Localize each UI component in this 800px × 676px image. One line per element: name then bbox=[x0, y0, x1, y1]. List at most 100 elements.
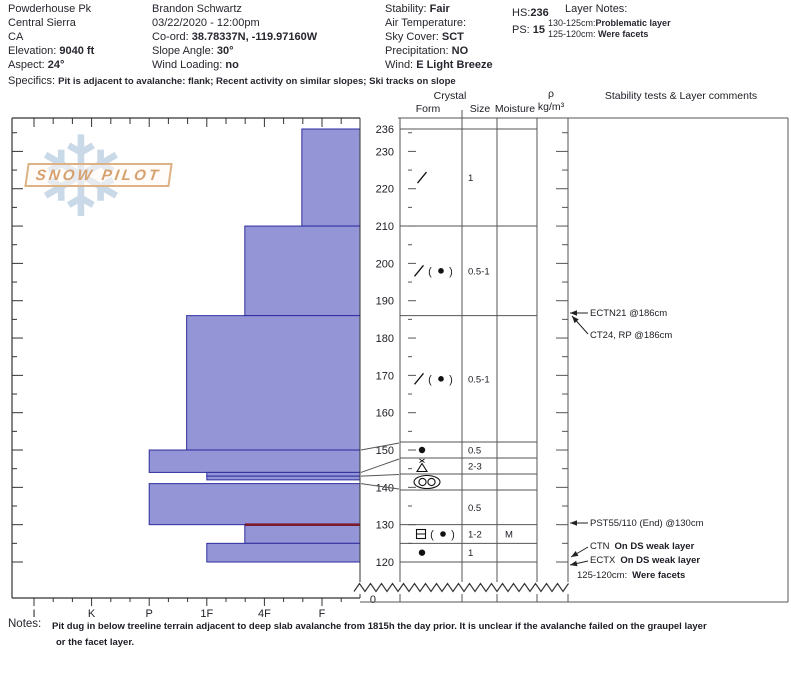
column-header-comments: Stability tests & Layer comments bbox=[605, 90, 757, 102]
layer-size-value: 0.5 bbox=[468, 446, 481, 457]
test-arrowhead bbox=[570, 310, 577, 316]
hardness-bar-layer-130-125 bbox=[244, 524, 361, 544]
ps-value: PS: 15 bbox=[512, 24, 546, 36]
hardness-axis-label: 1F bbox=[200, 608, 213, 620]
form-symbol-mf-crust-grain bbox=[418, 477, 427, 487]
hardness-axis-label: I bbox=[32, 608, 35, 620]
stability-test-1: ECTN21 @186cm bbox=[590, 308, 667, 319]
hardness-axis-label: P bbox=[146, 608, 153, 620]
layer-notes-label: Layer Notes: bbox=[565, 3, 628, 15]
precipitation: Precipitation: NO bbox=[385, 45, 469, 57]
thin-layer-leader bbox=[360, 458, 400, 473]
column-header-crystal: Crystal bbox=[434, 90, 467, 102]
thin-layer-leader bbox=[360, 442, 400, 451]
site-state: CA bbox=[8, 31, 24, 43]
form-symbol-rounded-grain bbox=[440, 531, 446, 537]
layer-size-value: 2-3 bbox=[468, 462, 482, 473]
form-symbol-df-slash bbox=[413, 372, 425, 385]
coordinates: Co-ord: 38.78337N, -119.97160W bbox=[152, 31, 318, 43]
layer-size-value: 1 bbox=[468, 548, 473, 559]
hardness-bar-layer-186-150 bbox=[186, 315, 361, 451]
depth-label-180: 180 bbox=[376, 333, 394, 345]
layer-size-value: 1 bbox=[468, 173, 473, 184]
form-symbol-mf-crust bbox=[413, 474, 441, 490]
thin-layer-leader bbox=[360, 474, 400, 477]
header-observer-column: Brandon Schwartz 03/22/2020 - 12:00pm Co… bbox=[152, 3, 317, 73]
depth-label-236: 236 bbox=[376, 124, 394, 136]
site-name: Powderhouse Pk bbox=[8, 3, 92, 15]
form-symbol-rounded-grain bbox=[418, 446, 426, 454]
form-symbol-mf-crust-grain bbox=[427, 477, 436, 487]
layer-size-value: 0.5 bbox=[468, 503, 481, 514]
form-paren: ( bbox=[428, 266, 432, 278]
sky-cover: Sky Cover: SCT bbox=[385, 31, 464, 43]
column-header-size: Size bbox=[470, 103, 491, 115]
stability-test-2: CT24, RP @186cm bbox=[590, 330, 672, 341]
depth-label-130: 130 bbox=[376, 520, 394, 532]
notes-line-2: or the facet layer. bbox=[56, 637, 135, 648]
form-paren: ) bbox=[449, 374, 453, 386]
test-arrowhead bbox=[570, 520, 577, 526]
hardness-axis-label: K bbox=[88, 608, 96, 620]
hardness-bar-layer-236-210 bbox=[301, 128, 361, 227]
stability-test-5: ECTX On DS weak layer bbox=[590, 555, 700, 566]
depth-label-170: 170 bbox=[376, 370, 394, 382]
notes-label: Notes: bbox=[8, 618, 42, 630]
header-conditions-column: Stability: Fair Air Temperature: Sky Cov… bbox=[385, 3, 493, 73]
observation-datetime: 03/22/2020 - 12:00pm bbox=[152, 17, 260, 29]
hardness-bar-layer-141-130 bbox=[148, 483, 361, 526]
form-symbol-rounded-grain bbox=[438, 268, 444, 274]
test-arrowhead bbox=[571, 551, 579, 557]
thin-layer-leader bbox=[360, 483, 400, 490]
wind: Wind: E Light Breeze bbox=[385, 59, 493, 71]
column-header-density-unit: kg/m³ bbox=[538, 101, 565, 113]
layer-size-value: 0.5-1 bbox=[468, 266, 490, 277]
stability-test-6: 125-120cm: Were facets bbox=[577, 570, 685, 581]
depth-label-210: 210 bbox=[376, 221, 394, 233]
column-header-form: Form bbox=[416, 103, 441, 115]
observer-name: Brandon Schwartz bbox=[152, 3, 242, 15]
depth-label-160: 160 bbox=[376, 408, 394, 420]
form-paren: ) bbox=[449, 266, 453, 278]
depth-axis-break-zigzag bbox=[353, 582, 569, 593]
layer-size-value: 1-2 bbox=[468, 530, 482, 541]
hardness-bar-layer-125-120 bbox=[206, 542, 361, 563]
header-site-column: Powderhouse Pk Central Sierra CA Elevati… bbox=[8, 3, 94, 73]
layer-moisture-value: M bbox=[505, 530, 513, 541]
form-symbol-rounded-grain bbox=[438, 376, 444, 382]
column-header-moisture: Moisture bbox=[495, 103, 535, 115]
layer-size-value: 0.5-1 bbox=[468, 374, 490, 385]
layer-note-1: 130-125cm:Problematic layer bbox=[548, 18, 671, 28]
slope-angle: Slope Angle: 30° bbox=[152, 45, 234, 57]
column-header-density: ρ bbox=[548, 88, 554, 100]
form-symbol-df-slash bbox=[413, 264, 425, 277]
depth-label-150: 150 bbox=[376, 445, 394, 457]
form-paren: ( bbox=[428, 374, 432, 386]
depth-label-0: 0 bbox=[370, 594, 376, 606]
layer-note-2: 125-120cm: Were facets bbox=[548, 29, 649, 39]
notes-line-1: Pit dug in below treeline terrain adjace… bbox=[52, 621, 707, 632]
depth-label-200: 200 bbox=[376, 258, 394, 270]
hardness-bar-layer-210-186 bbox=[244, 225, 361, 317]
form-symbol-df-slash bbox=[416, 171, 428, 184]
depth-label-220: 220 bbox=[376, 184, 394, 196]
depth-label-230: 230 bbox=[376, 146, 394, 158]
stability-test-4: CTN On DS weak layer bbox=[590, 541, 695, 552]
stability: Stability: Fair bbox=[385, 3, 450, 15]
hardness-bar-layer-143-141 bbox=[206, 475, 361, 481]
hs-value: HS:236 bbox=[512, 7, 549, 19]
depth-label-120: 120 bbox=[376, 557, 394, 569]
wind-loading: Wind Loading: no bbox=[152, 59, 239, 71]
hardness-bar-layer-150-144 bbox=[148, 449, 361, 473]
depth-label-140: 140 bbox=[376, 482, 394, 494]
form-paren: ) bbox=[451, 529, 455, 541]
hardness-axis-label: F bbox=[319, 608, 326, 620]
form-symbol-graupel-cap bbox=[419, 458, 425, 463]
test-arrowhead bbox=[572, 316, 579, 324]
specifics-line: Specifics: Pit is adjacent to avalanche:… bbox=[8, 75, 456, 87]
site-elevation: Elevation: 9040 ft bbox=[8, 45, 95, 57]
hardness-axis-label: 4F bbox=[258, 608, 271, 620]
form-symbol-rounded-grain bbox=[418, 549, 426, 556]
